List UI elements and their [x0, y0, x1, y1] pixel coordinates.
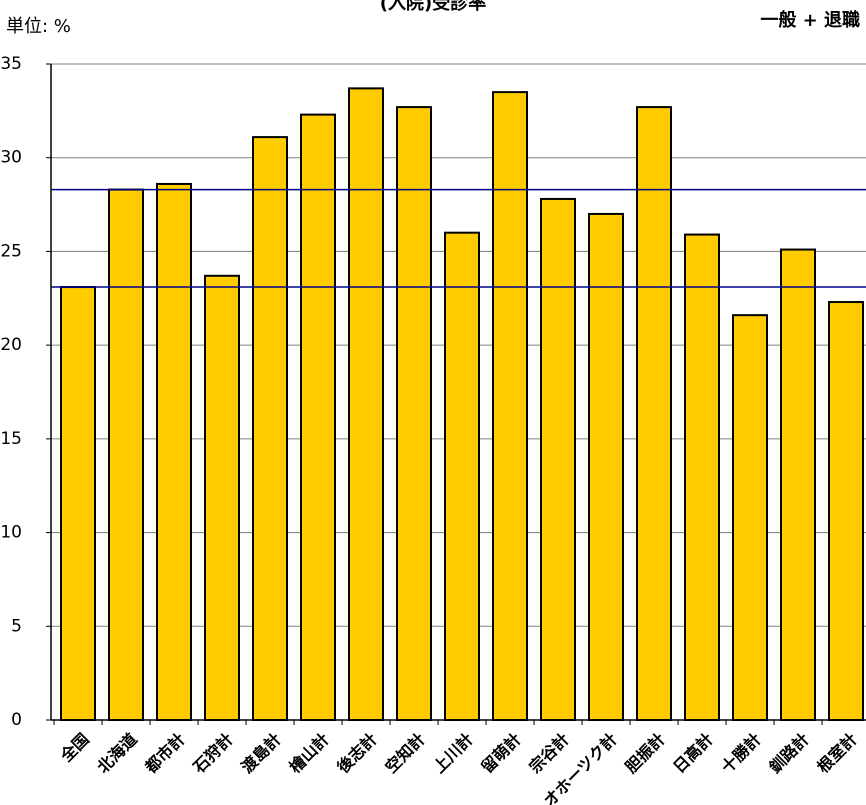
y-tick-label: 10	[0, 523, 22, 543]
bar-12	[588, 212, 624, 721]
x-tick-label: 檜山計	[285, 729, 332, 776]
bar-13	[636, 106, 672, 721]
bar-7	[348, 87, 384, 721]
x-tick-label: 全国	[56, 729, 93, 766]
x-tick-label: 渡島計	[237, 729, 284, 776]
x-tick-label: 釧路計	[765, 729, 812, 776]
bar-15	[732, 314, 768, 721]
y-tick-label: 20	[0, 335, 22, 355]
bar-11	[540, 197, 576, 722]
x-tick-label: 十勝計	[717, 729, 764, 776]
bar-8	[396, 106, 432, 721]
unit-label: 単位: %	[6, 16, 71, 37]
x-tick-label: 都市計	[141, 729, 189, 777]
bar-3	[156, 182, 192, 721]
chart-subtitle: 一般 + 退職	[760, 10, 860, 31]
bar-5	[252, 136, 288, 721]
bar-16	[780, 248, 816, 721]
y-tick-label: 5	[11, 616, 22, 636]
bar-17	[828, 301, 864, 721]
x-tick-label: 根室計	[813, 729, 860, 776]
bar-9	[444, 231, 480, 722]
x-tick-label: 後志計	[333, 729, 380, 776]
y-tick-label: 35	[0, 54, 22, 74]
bar-1	[60, 286, 96, 721]
bar-14	[684, 233, 720, 721]
y-tick-label: 0	[11, 710, 22, 730]
bar-4	[204, 274, 240, 721]
bar-2	[108, 188, 144, 721]
bar-6	[300, 113, 336, 721]
x-tick-label: 宗谷計	[525, 729, 572, 776]
y-tick-label: 30	[0, 148, 22, 168]
x-tick-label: 胆振計	[621, 729, 668, 776]
y-tick-label: 15	[0, 429, 22, 449]
x-tick-label: 北海道	[93, 729, 140, 776]
x-tick-label: 空知計	[381, 729, 428, 776]
chart-title: (入院)受診率	[379, 0, 487, 14]
y-tick-label: 25	[0, 241, 22, 261]
bar-10	[492, 91, 528, 722]
x-tick-label: 上川計	[429, 729, 476, 776]
x-tick-label: 留萌計	[477, 729, 524, 776]
x-tick-label: 石狩計	[189, 729, 237, 777]
x-tick-label: 日高計	[669, 729, 716, 776]
